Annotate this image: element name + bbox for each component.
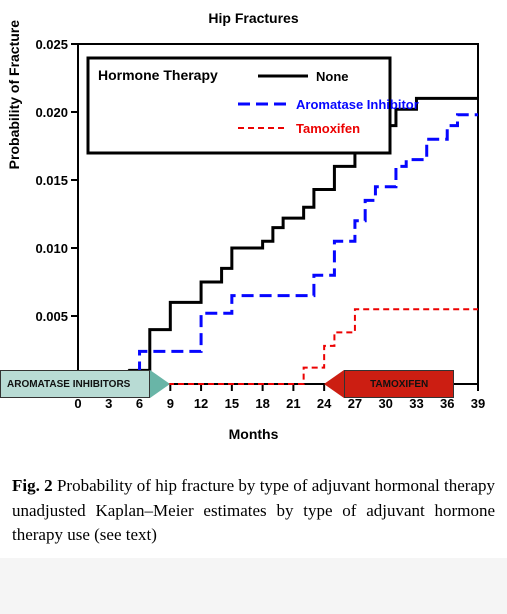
- legend-title: Hormone Therapy: [98, 67, 218, 83]
- y-tick-label: 0.025: [35, 37, 68, 52]
- annotation-arrow-tamoxifen: TAMOXIFEN: [324, 370, 454, 398]
- chart-title: Hip Fractures: [0, 10, 507, 26]
- x-tick-label: 15: [225, 396, 239, 411]
- page: Hip Fractures Probability of Fracture 0.…: [0, 0, 507, 558]
- chart-svg: 0.0000.0050.0100.0150.0200.0250369121518…: [0, 34, 507, 424]
- legend-label: None: [316, 69, 349, 84]
- x-tick-label: 27: [348, 396, 362, 411]
- x-tick-label: 6: [136, 396, 143, 411]
- x-axis-label: Months: [0, 426, 507, 442]
- x-tick-label: 9: [167, 396, 174, 411]
- x-tick-label: 36: [440, 396, 454, 411]
- y-tick-label: 0.015: [35, 173, 68, 188]
- annotation-arrow-aromatase: AROMATASE INHIBITORS: [0, 370, 170, 398]
- figure-caption-text: Probability of hip fracture by type of a…: [12, 476, 495, 544]
- legend-label: Aromatase Inhibitor: [296, 97, 419, 112]
- figure-caption: Fig. 2 Probability of hip fracture by ty…: [0, 454, 507, 558]
- y-tick-label: 0.010: [35, 241, 68, 256]
- x-tick-label: 21: [286, 396, 300, 411]
- x-tick-label: 3: [105, 396, 112, 411]
- annotation-arrow-aromatase-label: AROMATASE INHIBITORS: [7, 379, 130, 390]
- x-tick-label: 33: [409, 396, 423, 411]
- x-tick-label: 24: [317, 396, 332, 411]
- x-tick-label: 12: [194, 396, 208, 411]
- chart-area: Probability of Fracture 0.0000.0050.0100…: [0, 34, 507, 454]
- figure-caption-label: Fig. 2: [12, 476, 53, 495]
- x-tick-label: 0: [74, 396, 81, 411]
- y-tick-label: 0.020: [35, 105, 68, 120]
- legend-label: Tamoxifen: [296, 121, 360, 136]
- x-tick-label: 39: [471, 396, 485, 411]
- annotation-arrow-tamoxifen-label: TAMOXIFEN: [370, 379, 428, 390]
- y-tick-label: 0.005: [35, 309, 68, 324]
- x-tick-label: 18: [255, 396, 269, 411]
- x-tick-label: 30: [378, 396, 392, 411]
- y-axis-label: Probability of Fracture: [6, 20, 22, 169]
